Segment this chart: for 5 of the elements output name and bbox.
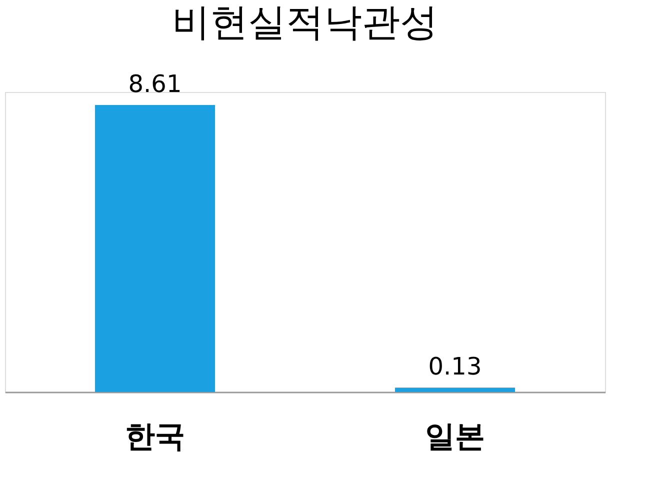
data-label: 8.61	[128, 70, 182, 98]
x-tick-label: 한국	[125, 420, 185, 454]
x-tick-label: 일본	[425, 420, 485, 454]
chart-title: 비현실적낙관성	[172, 0, 438, 44]
data-label: 0.13	[428, 352, 482, 381]
